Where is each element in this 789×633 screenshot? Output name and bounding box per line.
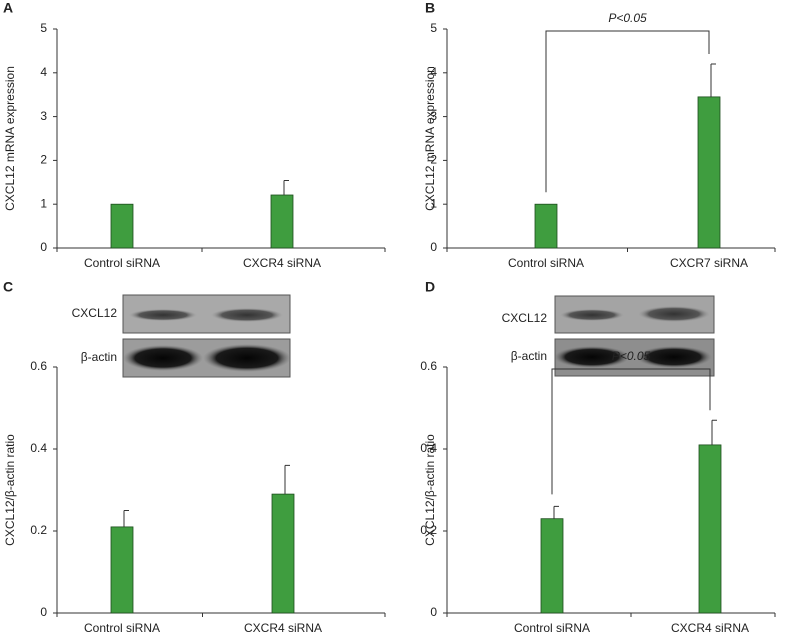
x-tick-label: CXCR4 siRNA bbox=[244, 621, 322, 633]
panel-label: C bbox=[3, 279, 13, 295]
y-tick-label: 0.4 bbox=[420, 441, 437, 455]
error-bar bbox=[711, 419, 717, 445]
bar bbox=[110, 203, 134, 249]
bar bbox=[271, 493, 295, 614]
significance-bracket bbox=[551, 368, 711, 495]
blot-label: β-actin bbox=[81, 350, 117, 364]
blot-label: CXCL12 bbox=[72, 306, 118, 320]
y-tick-label: 0 bbox=[430, 240, 437, 254]
significance-bracket bbox=[545, 30, 710, 193]
error-bar bbox=[553, 505, 559, 519]
y-tick-label: 3 bbox=[40, 109, 47, 123]
y-tick-label: 0 bbox=[40, 605, 47, 619]
x-tick-label: Control siRNA bbox=[84, 256, 160, 270]
significance-label: P<0.05 bbox=[612, 349, 651, 363]
blot-c bbox=[122, 294, 291, 378]
x-tick-label: CXCR4 siRNA bbox=[243, 256, 321, 270]
x-tick-label: Control siRNA bbox=[508, 256, 584, 270]
x-tick-label: Control siRNA bbox=[84, 621, 160, 633]
panel-label: B bbox=[425, 0, 435, 16]
y-axis-label: CXCL12/β-actin ratio bbox=[423, 434, 437, 546]
y-tick-label: 5 bbox=[430, 21, 437, 35]
y-tick-label: 0 bbox=[40, 240, 47, 254]
x-tick-label: Control siRNA bbox=[514, 621, 590, 633]
y-tick-label: 0.6 bbox=[30, 359, 47, 373]
blot-label: β-actin bbox=[511, 349, 547, 363]
y-tick-label: 2 bbox=[430, 153, 437, 167]
blot-d bbox=[554, 295, 715, 377]
y-tick-label: 0.4 bbox=[30, 441, 47, 455]
y-tick-label: 0.2 bbox=[30, 523, 47, 537]
bar bbox=[270, 194, 294, 249]
y-tick-label: 0 bbox=[430, 605, 437, 619]
panel-label: D bbox=[425, 279, 435, 295]
blot-label: CXCL12 bbox=[502, 311, 548, 325]
bar bbox=[534, 203, 558, 249]
error-bar bbox=[284, 464, 290, 495]
y-axis-label: CXCL12 mRNA expression bbox=[3, 66, 17, 211]
panel-label: A bbox=[3, 0, 13, 16]
y-tick-label: 0.2 bbox=[420, 523, 437, 537]
y-tick-label: 0.6 bbox=[420, 359, 437, 373]
bar bbox=[540, 518, 564, 614]
y-axis-label: CXCL12/β-actin ratio bbox=[3, 434, 17, 546]
x-tick-label: CXCR4 siRNA bbox=[671, 621, 749, 633]
y-tick-label: 4 bbox=[430, 65, 437, 79]
error-bar bbox=[123, 510, 129, 527]
bar bbox=[110, 526, 134, 614]
y-tick-label: 4 bbox=[40, 65, 47, 79]
y-tick-label: 1 bbox=[430, 196, 437, 210]
y-tick-label: 5 bbox=[40, 21, 47, 35]
bar bbox=[698, 444, 722, 614]
y-axis-label: CXCL12 mRNA expression bbox=[423, 66, 437, 211]
error-bar bbox=[283, 180, 289, 196]
significance-label: P<0.05 bbox=[608, 11, 647, 25]
bar bbox=[697, 96, 721, 249]
x-tick-label: CXCR7 siRNA bbox=[670, 256, 748, 270]
y-tick-label: 3 bbox=[430, 109, 437, 123]
error-bar bbox=[710, 63, 716, 97]
y-tick-label: 1 bbox=[40, 196, 47, 210]
y-tick-label: 2 bbox=[40, 153, 47, 167]
